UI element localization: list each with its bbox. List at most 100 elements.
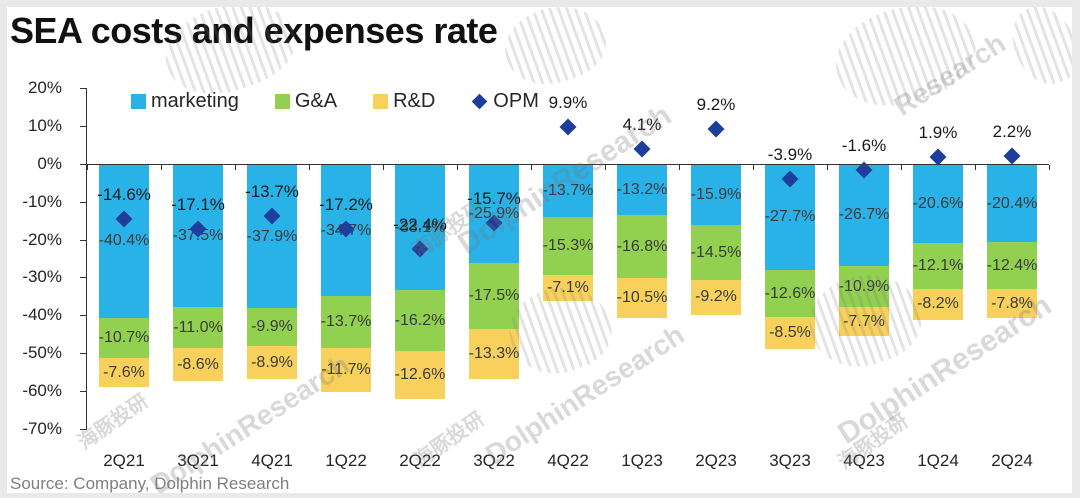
segment-rd-3Q23: [765, 317, 815, 350]
segment-marketing-1Q24: [913, 165, 963, 243]
legend-label: R&D: [393, 90, 436, 112]
segment-marketing-4Q23: [839, 165, 889, 266]
label-marketing-2Q22: -33.1%: [394, 218, 446, 236]
opm-marker-2Q23: [707, 120, 725, 138]
chart-title: SEA costs and expenses rate: [10, 10, 498, 51]
label-rd-1Q24: -8.2%: [917, 295, 959, 313]
opm-label-4Q23: -1.6%: [841, 136, 887, 156]
y-axis-line: [86, 88, 87, 429]
segment-rd-2Q21: [99, 358, 149, 387]
opm-marker-2Q24: [1003, 147, 1021, 165]
label-ga-2Q21: -10.7%: [98, 328, 150, 346]
label-rd-4Q21: -8.9%: [251, 353, 293, 371]
segment-rd-3Q22: [469, 329, 519, 380]
legend-label: G&A: [294, 90, 338, 112]
label-ga-1Q24: -12.1%: [912, 256, 964, 274]
opm-marker-4Q22: [559, 118, 577, 136]
x-axis-label-1Q24: 1Q24: [917, 451, 959, 470]
segment-marketing-3Q22: [469, 165, 519, 263]
legend-item-marketing: marketing: [131, 90, 239, 113]
label-ga-4Q23: -10.9%: [838, 277, 890, 295]
label-marketing-3Q22: -25.9%: [468, 204, 520, 222]
legend-diamond-icon: [472, 93, 488, 110]
x-tick: [87, 165, 88, 170]
segment-ga-4Q23: [839, 265, 889, 308]
segment-marketing-2Q22: [395, 165, 445, 291]
x-tick: [975, 165, 976, 170]
y-tick: [80, 428, 87, 430]
segment-ga-2Q21: [99, 317, 149, 359]
x-axis-zero-line: [87, 164, 1049, 165]
segment-ga-3Q21: [173, 306, 223, 349]
label-marketing-3Q23: -27.7%: [764, 208, 816, 226]
y-tick: [80, 277, 87, 279]
y-axis-label--20: -20%: [22, 229, 62, 249]
y-axis-label-0: 0%: [37, 154, 62, 173]
x-tick: [309, 165, 310, 170]
segment-rd-4Q21: [247, 345, 297, 380]
y-axis-label--40: -40%: [22, 305, 62, 325]
label-ga-2Q24: -12.4%: [986, 256, 1038, 274]
label-rd-1Q22: -11.7%: [321, 361, 371, 379]
legend-item-ga: G&A: [274, 90, 338, 113]
opm-label-3Q22: -15.7%: [467, 189, 521, 209]
segment-ga-1Q22: [321, 296, 371, 348]
label-rd-2Q23: -9.2%: [695, 288, 737, 306]
opm-marker-1Q23: [633, 140, 651, 157]
label-marketing-4Q21: -37.9%: [246, 227, 298, 245]
x-tick: [753, 165, 754, 170]
opm-label-4Q22: 9.9%: [548, 92, 588, 112]
segment-ga-1Q24: [913, 242, 963, 289]
opm-label-3Q21: -17.1%: [171, 194, 225, 214]
label-rd-4Q23: -7.7%: [843, 312, 885, 330]
x-axis-label-1Q22: 1Q22: [325, 451, 367, 470]
frame-edge-bottom: [0, 493, 1080, 498]
y-tick: [80, 239, 87, 241]
segment-ga-1Q23: [617, 214, 667, 279]
x-axis-label-4Q23: 4Q23: [843, 451, 885, 470]
chart-legend: marketing G&A R&D OPM: [131, 90, 539, 113]
label-marketing-2Q24: -20.4%: [986, 194, 1038, 212]
x-axis-label-2Q24: 2Q24: [991, 451, 1033, 470]
segment-rd-2Q23: [691, 279, 741, 315]
label-rd-2Q22: -12.6%: [394, 366, 446, 384]
x-tick: [827, 165, 828, 170]
label-rd-3Q21: -8.6%: [177, 355, 219, 373]
legend-item-rd: R&D: [373, 90, 435, 113]
segment-rd-2Q22: [395, 351, 445, 399]
opm-label-2Q23: 9.2%: [696, 95, 736, 115]
x-tick: [901, 165, 902, 170]
label-marketing-4Q23: -26.7%: [838, 206, 890, 224]
x-axis-label-4Q21: 4Q21: [251, 451, 293, 470]
segment-ga-2Q23: [691, 225, 741, 280]
x-tick: [679, 165, 680, 170]
legend-square-icon: [373, 94, 389, 109]
label-rd-2Q21: -7.6%: [103, 363, 145, 381]
x-tick: [161, 165, 162, 170]
segment-marketing-2Q21: [99, 165, 149, 318]
label-marketing-1Q23: -13.2%: [616, 180, 668, 198]
y-tick: [80, 315, 87, 317]
label-rd-4Q22: -7.1%: [547, 279, 589, 297]
segment-rd-1Q23: [617, 278, 667, 319]
segment-rd-4Q22: [543, 274, 593, 302]
y-tick: [80, 88, 87, 90]
opm-label-1Q22: -17.2%: [319, 195, 373, 215]
x-tick: [457, 165, 458, 170]
segment-rd-2Q24: [987, 288, 1037, 319]
x-tick: [383, 165, 384, 170]
y-axis-label--70: -70%: [22, 418, 62, 438]
segment-marketing-4Q22: [543, 165, 593, 217]
x-tick: [605, 165, 606, 170]
legend-label: marketing: [151, 90, 239, 112]
label-ga-1Q22: -13.7%: [320, 313, 372, 331]
y-axis-label-10: 10%: [27, 116, 62, 136]
opm-label-2Q24: 2.2%: [992, 121, 1032, 141]
legend-label: OPM: [493, 90, 539, 112]
label-ga-2Q23: -14.5%: [690, 243, 742, 261]
label-ga-3Q23: -12.6%: [764, 284, 816, 302]
label-rd-3Q22: -13.3%: [468, 345, 520, 363]
y-axis-label-20: 20%: [27, 78, 62, 98]
x-tick: [531, 165, 532, 170]
label-marketing-2Q21: -40.4%: [98, 232, 150, 250]
